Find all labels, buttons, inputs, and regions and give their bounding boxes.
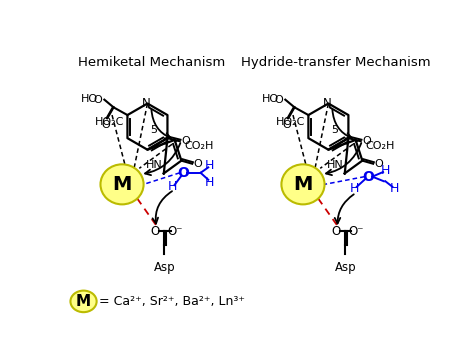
Text: H: H — [390, 182, 399, 195]
Ellipse shape — [282, 164, 325, 205]
Text: M: M — [293, 175, 313, 194]
Text: = Ca²⁺, Sr²⁺, Ba²⁺, Ln³⁺: = Ca²⁺, Sr²⁺, Ba²⁺, Ln³⁺ — [99, 295, 245, 308]
Text: N: N — [142, 97, 151, 110]
Text: HN: HN — [146, 160, 162, 169]
Text: H: H — [205, 159, 215, 172]
Text: O: O — [101, 121, 110, 130]
Text: Asp: Asp — [154, 261, 175, 274]
Text: HO: HO — [262, 94, 279, 104]
Text: 5: 5 — [331, 125, 338, 135]
Ellipse shape — [71, 291, 97, 312]
Text: M: M — [76, 294, 91, 309]
Ellipse shape — [100, 164, 144, 205]
Text: Hemiketal Mechanism: Hemiketal Mechanism — [78, 56, 225, 69]
Text: H: H — [350, 182, 359, 195]
Text: O: O — [93, 94, 102, 105]
Text: O: O — [331, 225, 341, 238]
Text: H: H — [205, 176, 215, 189]
Text: Hydride-transfer Mechanism: Hydride-transfer Mechanism — [241, 56, 431, 69]
Text: CO₂H: CO₂H — [184, 142, 214, 151]
Text: O: O — [151, 225, 160, 238]
Text: O⁻: O⁻ — [348, 225, 364, 238]
Text: HO₂C: HO₂C — [95, 117, 124, 127]
Text: O: O — [374, 160, 383, 169]
Text: HO: HO — [81, 94, 98, 104]
Text: O⁻: O⁻ — [167, 225, 183, 238]
Text: O: O — [194, 160, 202, 169]
Text: Asp: Asp — [335, 261, 356, 274]
Text: O: O — [274, 94, 283, 105]
Text: O: O — [283, 121, 291, 130]
Text: 5: 5 — [150, 125, 157, 135]
Text: O: O — [178, 166, 190, 180]
Text: N: N — [323, 97, 332, 110]
Text: O: O — [363, 170, 374, 184]
Text: CO₂H: CO₂H — [365, 142, 395, 151]
Text: M: M — [112, 175, 132, 194]
Text: H: H — [381, 164, 390, 177]
Text: O: O — [362, 136, 371, 146]
Text: H: H — [168, 180, 178, 193]
Text: HO₂C: HO₂C — [276, 117, 305, 127]
Text: HN: HN — [327, 160, 343, 169]
Text: O: O — [182, 136, 190, 146]
